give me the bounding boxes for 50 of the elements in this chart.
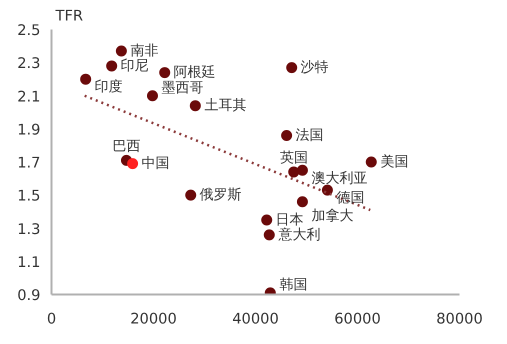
annotation: 澳大利亚 [311,170,368,186]
point [127,158,138,170]
annotation: 意大利 [277,226,320,243]
point [190,100,201,112]
y-tick-label: 1.9 [17,121,41,138]
annotation: 英国 [280,150,308,166]
y-axis-title: TFR [54,8,84,24]
y-tick-label: 0.9 [17,287,41,304]
annotation: 印度 [94,79,123,96]
x-tick-label: 0 [46,310,56,328]
point [296,164,308,176]
annotation: 土耳其 [204,98,246,114]
point [296,196,308,208]
point [322,184,333,196]
point [366,156,377,168]
annotation: 墨西哥 [161,80,204,96]
point [261,214,272,226]
annotation: 加拿大 [311,208,354,224]
point [116,46,127,57]
x-tick-label: 60000 [334,310,381,328]
annotation: 沙特 [300,60,329,76]
annotation: 法国 [296,128,324,144]
point [281,130,292,141]
x-tick-label: 80000 [436,310,483,328]
annotation: 韩国 [279,276,308,293]
y-tick-label: 1.1 [17,254,41,271]
y-tick-label: 1.5 [17,188,41,205]
x-tick-label: 20000 [130,310,177,328]
annotation: 阿根廷 [174,64,216,81]
annotation: 俄罗斯 [200,187,242,204]
annotation: 巴西 [112,138,140,154]
point [159,67,170,78]
y-tick-label: 2.1 [17,88,41,106]
y-tick-label: 2.3 [17,55,41,72]
point [288,166,300,178]
y-tick-label: 1.3 [17,220,41,238]
x-tick-label: 40000 [232,310,279,328]
y-tick-label: 2.5 [17,22,41,39]
point [106,60,118,72]
point [264,229,275,240]
annotation: 印尼 [120,58,149,74]
point [80,74,92,85]
point [185,190,196,201]
annotation: 中国 [142,156,170,172]
point [146,90,158,102]
annotation: 南非 [130,43,158,60]
y-tick-label: 1.7 [17,154,41,172]
annotation: 日本 [276,212,304,228]
annotation: 美国 [380,154,408,170]
point [286,62,298,74]
